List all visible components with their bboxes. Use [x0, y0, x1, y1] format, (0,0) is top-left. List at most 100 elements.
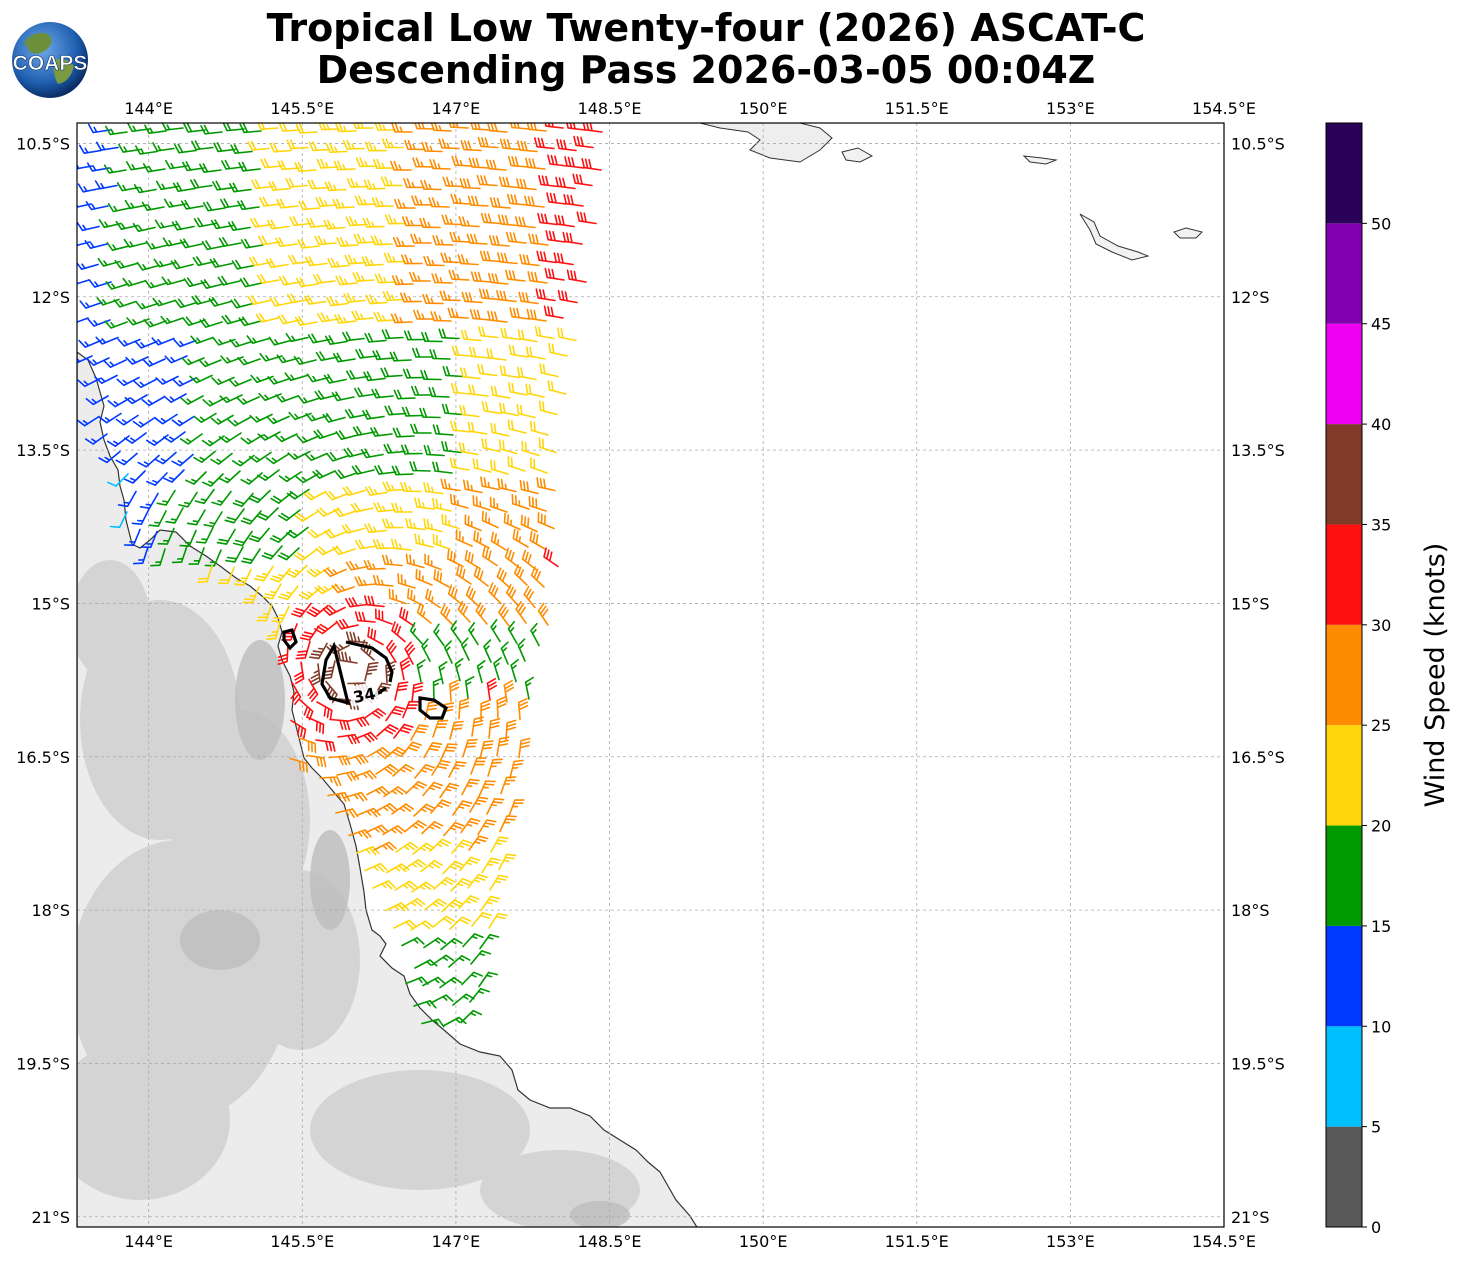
wind-barb — [249, 413, 273, 423]
wind-barb — [212, 337, 236, 346]
wind-barb — [420, 179, 442, 191]
wind-barb — [383, 786, 407, 798]
wind-barb — [238, 161, 261, 172]
wind-barb — [267, 376, 291, 385]
lat-tick-label-left: 10.5°S — [16, 134, 70, 153]
wind-barb — [441, 214, 463, 226]
wind-barb — [351, 464, 375, 475]
wind-barb — [430, 994, 454, 1004]
wind-barb — [268, 181, 291, 191]
wind-barb — [576, 211, 597, 225]
wind-barb — [524, 195, 545, 208]
wind-barb — [362, 217, 385, 228]
wind-barb — [469, 309, 491, 321]
wind-barb — [334, 469, 358, 480]
lat-tick-label-right: 21°S — [1231, 1208, 1270, 1227]
wind-barb — [438, 661, 448, 685]
wind-barb — [380, 176, 403, 187]
wind-barb — [345, 560, 369, 571]
wind-barb — [326, 296, 349, 307]
wind-barb — [135, 145, 158, 155]
wind-barb — [294, 511, 318, 522]
chart-title-line2: Descending Pass 2026-03-05 00:04Z — [316, 48, 1096, 92]
wind-barb — [410, 920, 434, 931]
wind-barb — [546, 192, 567, 205]
wind-barb — [469, 346, 490, 359]
wind-barb — [363, 371, 386, 382]
wind-barb — [572, 173, 593, 187]
wind-barb — [381, 518, 404, 529]
wind-barb — [345, 597, 368, 608]
wind-barb — [508, 344, 529, 358]
wind-barb — [87, 318, 111, 327]
wind-barb — [105, 125, 128, 136]
wind-barb — [459, 367, 481, 380]
wind-barb — [117, 338, 141, 347]
wind-barb — [554, 214, 575, 228]
wind-barb — [124, 470, 146, 484]
wind-barb — [516, 403, 536, 419]
wind-barb — [449, 231, 471, 243]
wind-barb — [438, 328, 460, 340]
wind-barb — [183, 123, 206, 133]
wind-barb — [356, 845, 380, 856]
wind-barb — [346, 177, 369, 188]
wind-barb — [402, 216, 424, 227]
colorbar-tick-label: 45 — [1371, 315, 1391, 334]
wind-barb — [372, 539, 395, 550]
wind-barb — [336, 237, 359, 247]
wind-barb — [489, 874, 509, 891]
wind-barb — [268, 336, 292, 346]
wind-barb — [506, 193, 528, 206]
wind-barb — [188, 547, 205, 565]
wind-barb — [517, 638, 526, 662]
wind-barb — [421, 638, 431, 662]
wind-barb — [287, 450, 311, 460]
wind-barb — [171, 545, 188, 564]
colorbar-bin — [1326, 424, 1362, 525]
wind-barb — [490, 836, 509, 853]
wind-barb — [363, 179, 386, 190]
wind-barb — [393, 919, 417, 929]
wind-barb — [85, 201, 109, 211]
wind-barb — [331, 583, 355, 594]
wind-barb — [424, 553, 442, 571]
wind-barb — [306, 604, 329, 618]
wind-barb — [171, 220, 195, 231]
colorbar-tick-label: 25 — [1371, 716, 1391, 735]
wind-barb — [481, 510, 499, 529]
wind-barb — [219, 394, 243, 404]
wind-barb — [115, 414, 139, 426]
wind-barb — [537, 512, 555, 530]
wind-barb — [556, 138, 577, 152]
wind-barb — [308, 141, 331, 152]
wind-barb — [312, 469, 336, 479]
wind-barb — [393, 389, 416, 400]
wind-barb — [479, 933, 500, 950]
wind-barb — [335, 275, 358, 286]
wind-barb — [144, 124, 167, 134]
lon-tick-label-bottom: 147°E — [432, 1232, 481, 1251]
wind-barb — [525, 346, 546, 360]
svg-text:34: 34 — [351, 684, 377, 707]
wind-barb — [294, 661, 305, 685]
wind-barb — [277, 160, 300, 171]
wind-barb — [555, 176, 576, 190]
wind-barb — [231, 259, 255, 270]
wind-barb — [440, 743, 458, 761]
wind-barb — [423, 482, 444, 495]
wind-barb — [521, 549, 537, 571]
wind-barb — [423, 518, 443, 533]
wind-barb — [289, 757, 308, 773]
wind-barb — [117, 490, 137, 508]
wind-barb — [448, 269, 470, 281]
lon-tick-label-bottom: 154.5°E — [1192, 1232, 1256, 1251]
wind-barb — [298, 737, 317, 754]
wind-barb — [409, 461, 431, 472]
colorbar-title: Wind Speed (knots) — [1420, 543, 1451, 808]
wind-barb — [413, 309, 435, 320]
wind-barb — [191, 140, 214, 151]
wind-barb — [480, 699, 491, 722]
wind-barb — [304, 452, 328, 462]
wind-barb — [562, 231, 583, 245]
